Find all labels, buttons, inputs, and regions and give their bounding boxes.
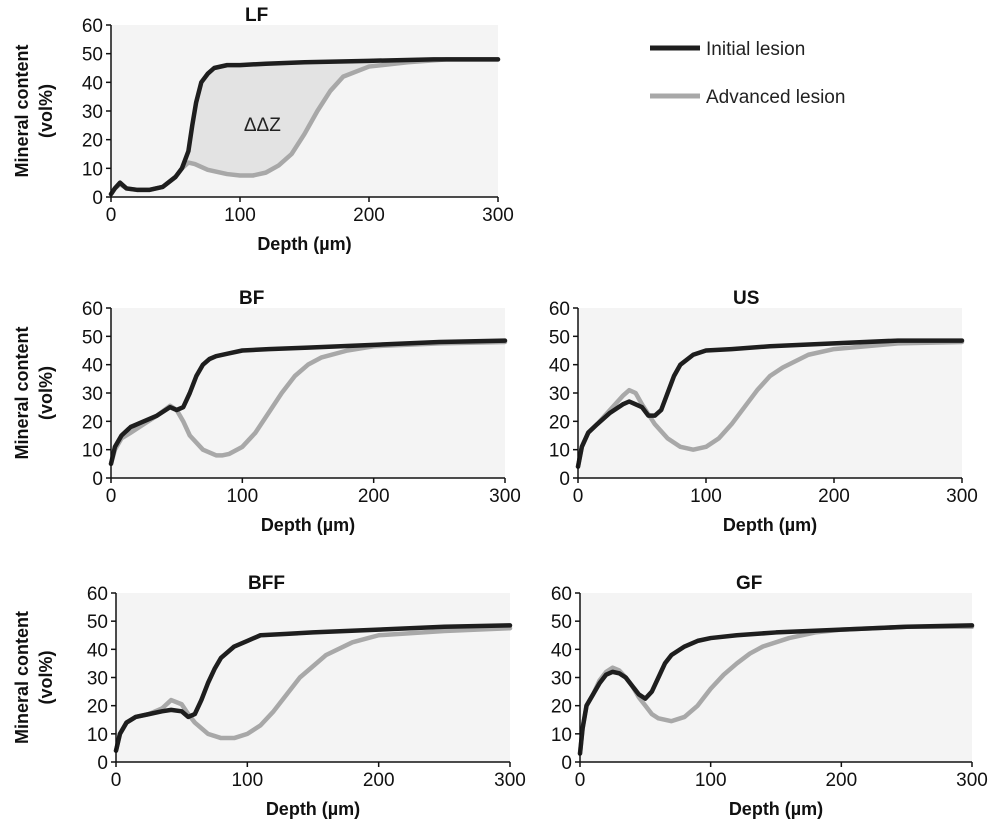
y-axis-label: Mineral content (vol%): [12, 611, 56, 744]
panel-title: BFF: [248, 573, 285, 594]
y-tick-label: 30: [82, 102, 103, 123]
legend-label-advanced: Advanced lesion: [706, 87, 845, 108]
legend: Initial lesion Advanced lesion: [650, 39, 845, 108]
y-tick-label: 20: [82, 412, 103, 433]
panel-title: GF: [736, 573, 762, 594]
plot-area: [578, 308, 962, 478]
panel-title: BF: [239, 288, 264, 309]
y-tick-label: 40: [551, 640, 572, 661]
y-tick-label: 20: [551, 697, 572, 718]
plot-area: [116, 593, 510, 762]
x-axis-label: Depth (µm): [266, 799, 360, 819]
x-tick-label: 0: [106, 205, 117, 226]
series-line-initial-lesion: [113, 623, 513, 753]
x-tick-label: 100: [226, 486, 258, 507]
x-tick-label: 200: [363, 770, 395, 791]
panel-title: LF: [245, 5, 268, 26]
y-tick-label: 30: [549, 384, 570, 405]
x-tick-label: 200: [353, 205, 385, 226]
y-tick-label: 0: [559, 469, 570, 490]
x-tick-label: 300: [482, 205, 514, 226]
y-tick-label: 10: [551, 725, 572, 746]
y-tick-label: 30: [82, 384, 103, 405]
x-tick-label: 0: [106, 486, 117, 507]
series-line-initial-lesion: [108, 338, 508, 467]
y-tick-label: 60: [82, 299, 103, 320]
x-tick-label: 0: [111, 770, 122, 791]
x-tick-label: 300: [494, 770, 526, 791]
y-tick-label: 0: [92, 469, 103, 490]
plot-area: [111, 308, 505, 478]
y-tick-label: 0: [97, 753, 108, 774]
series-line-initial-lesion: [108, 57, 501, 197]
y-tick-label: 0: [561, 753, 572, 774]
y-tick-label: 60: [551, 584, 572, 605]
panel-bf: 0 10 20 30 40 50 60 0 100 200 300 BF Depth (µm) Miner…: [12, 288, 521, 535]
panel-us: 0 10 20 30 40 50 60 0 100 200 300 US Depth (µm): [549, 288, 978, 535]
y-tick-label: 10: [87, 725, 108, 746]
x-tick-label: 200: [358, 486, 390, 507]
y-tick-label: 40: [87, 640, 108, 661]
series-line-initial-lesion: [577, 623, 975, 756]
x-tick-label: 300: [489, 486, 521, 507]
x-tick-label: 300: [956, 770, 988, 791]
x-tick-label: 200: [818, 486, 850, 507]
y-axis-label: Mineral content (vol%): [12, 326, 56, 459]
y-tick-label: 50: [82, 327, 103, 348]
y-tick-label: 40: [82, 356, 103, 377]
y-tick-label: 20: [549, 412, 570, 433]
panel-title: US: [733, 288, 759, 309]
y-tick-label: 60: [87, 584, 108, 605]
y-tick-label: 60: [549, 299, 570, 320]
x-tick-label: 100: [231, 770, 263, 791]
plot-area: [580, 593, 972, 762]
x-tick-label: 0: [573, 486, 584, 507]
panel-bff: 0 10 20 30 40 50 60 0 100 200 300 BFF Depth (µm) Mine…: [12, 573, 526, 819]
x-tick-label: 100: [695, 770, 727, 791]
y-tick-label: 10: [82, 159, 103, 180]
series-line-initial-lesion: [575, 338, 965, 469]
x-tick-label: 100: [224, 205, 256, 226]
y-tick-label: 50: [82, 45, 103, 66]
x-tick-label: 0: [575, 770, 586, 791]
y-tick-label: 30: [551, 669, 572, 690]
legend-label-initial: Initial lesion: [706, 39, 805, 60]
panel-gf: 0 10 20 30 40 50 60 0 100 200 300 GF Depth (µm): [551, 573, 988, 819]
y-tick-label: 10: [549, 441, 570, 462]
y-tick-label: 40: [549, 356, 570, 377]
x-axis-label: Depth (µm): [261, 515, 355, 535]
x-axis-label: Depth (µm): [723, 515, 817, 535]
y-tick-label: 0: [92, 188, 103, 209]
y-axis-label: Mineral content (vol%): [12, 44, 56, 177]
x-tick-label: 100: [690, 486, 722, 507]
delta-delta-z-annotation: ΔΔZ: [244, 115, 281, 136]
delta-area: [111, 59, 498, 195]
y-tick-label: 40: [82, 73, 103, 94]
y-tick-label: 20: [82, 131, 103, 152]
y-tick-label: 50: [87, 612, 108, 633]
y-tick-label: 50: [549, 327, 570, 348]
series-line-advanced-lesion: [108, 339, 508, 467]
x-axis-label: Depth (µm): [729, 799, 823, 819]
x-tick-label: 200: [825, 770, 857, 791]
y-tick-label: 50: [551, 612, 572, 633]
y-tick-label: 60: [82, 16, 103, 37]
y-tick-label: 20: [87, 697, 108, 718]
x-axis-label: Depth (µm): [257, 234, 351, 254]
panel-lf: 0 10 20 30 40 50 60 0 100 200 300 LF Depth (µm) Miner…: [12, 5, 514, 254]
x-tick-label: 300: [946, 486, 978, 507]
y-tick-label: 10: [82, 441, 103, 462]
y-tick-label: 30: [87, 669, 108, 690]
